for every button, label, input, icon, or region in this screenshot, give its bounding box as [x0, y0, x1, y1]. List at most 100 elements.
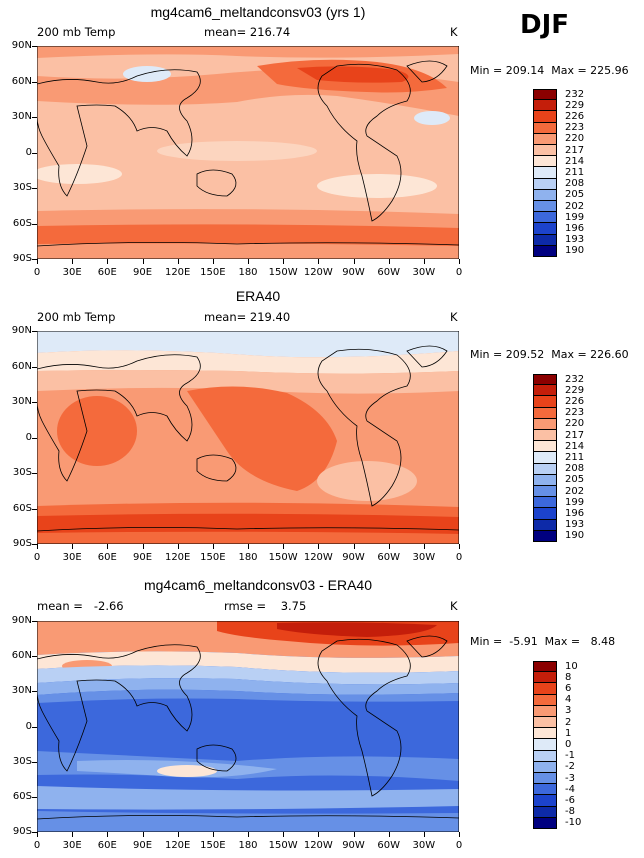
panel-3-xtick: 60E — [97, 840, 117, 851]
panel-2-xtick: 180 — [238, 552, 258, 563]
colorbar-swatch — [533, 396, 557, 408]
panel-2-xtick-mark — [318, 544, 320, 549]
panel-2-colorbar — [533, 374, 557, 542]
panel-2-ytick-mark — [32, 473, 37, 474]
panel-2-xtick-mark — [353, 544, 355, 549]
colorbar-swatch — [533, 661, 557, 673]
panel-2-ytick: 60S — [12, 502, 32, 514]
colorbar-level-label: -10 — [565, 817, 582, 829]
panel-1-ytick-mark — [32, 223, 37, 225]
panel-2-xtick: 120W — [303, 552, 333, 563]
colorbar-level-label: 8 — [565, 671, 572, 683]
panel-2-ytick-mark — [32, 508, 37, 510]
panel-1-xtick: 120E — [164, 267, 191, 278]
colorbar-level-label: 193 — [565, 519, 585, 531]
colorbar-level-label: 220 — [565, 418, 585, 430]
panel-3-pale-blue-band — [37, 665, 459, 685]
panel-3-xtick: 90W — [342, 840, 365, 851]
panel-1-xtick: 60E — [97, 267, 117, 278]
colorbar-level-label: 214 — [565, 440, 585, 452]
colorbar-level-label: 223 — [565, 122, 585, 134]
panel-3-xtick: 0 — [33, 840, 41, 851]
panel-1-xtick: 150E — [200, 267, 226, 278]
panel-1-ytick: 60N — [11, 75, 32, 87]
panel-1-xtick-mark — [142, 259, 144, 264]
panel-1-ytick-mark — [32, 46, 37, 47]
panel-3-xtick: 60W — [377, 840, 400, 851]
colorbar-swatch — [533, 497, 557, 509]
panel-1-xtick: 90W — [342, 267, 365, 278]
colorbar-swatch — [533, 452, 557, 464]
panel-2-ytick: 30N — [11, 396, 32, 407]
colorbar-swatch — [533, 508, 557, 520]
colorbar-swatch — [533, 374, 557, 386]
panel-2-xtick: 150E — [200, 552, 226, 563]
panel-2-left-label: 200 mb Temp — [37, 310, 116, 324]
panel-2-xtick: 30W — [412, 552, 436, 563]
panel-2-xtick-mark — [37, 544, 38, 549]
panel-1-colorbar-labels: 232 229 226 223 220 217 214 211 208 205 202 199 196 1… — [0, 89, 644, 257]
panel-1-xtick-mark — [459, 259, 460, 264]
panel-3-arctic-deep — [277, 622, 437, 637]
panel-2-ytick-mark — [32, 402, 37, 403]
colorbar-swatch — [533, 407, 557, 419]
colorbar-level-label: -2 — [565, 761, 575, 773]
panel-2-xtick: 120E — [164, 552, 191, 563]
colorbar-level-label: 10 — [565, 660, 578, 672]
colorbar-level-label: 4 — [565, 694, 572, 706]
panel-3-ytick: 90N — [11, 615, 32, 626]
panel-1-xtick-mark — [107, 259, 109, 264]
panel-1-left-label: 200 mb Temp — [37, 25, 116, 39]
panel-1-xtick-mark — [388, 259, 390, 264]
colorbar-swatch — [533, 189, 557, 201]
colorbar-swatch — [533, 672, 557, 684]
panel-3-mid-blue-band — [37, 689, 459, 703]
panel-2-xtick-mark — [177, 544, 179, 549]
panel-2-ytick: 0 — [25, 431, 32, 443]
panel-1-xtick-mark — [212, 259, 214, 264]
panel-3-xtick-mark — [212, 832, 214, 837]
panel-3-coastlines — [37, 635, 459, 820]
panel-2-xtick-mark — [142, 544, 144, 549]
colorbar-outline — [533, 89, 557, 257]
colorbar-level-label: 1 — [565, 727, 572, 739]
panel-1-ytick: 0 — [25, 146, 32, 158]
panel-1-coastlines — [37, 60, 459, 247]
panel-3-south-band-3 — [37, 786, 459, 810]
colorbar-level-label: 196 — [565, 508, 585, 519]
panel-1-ytick: 30N — [11, 111, 32, 122]
colorbar-swatch — [533, 761, 557, 773]
panel-3-ytick-mark — [32, 761, 37, 763]
panel-2-xtick: 90E — [132, 552, 153, 563]
panel-3-xtick-mark — [142, 832, 144, 837]
panel-3-xtick-mark — [72, 832, 74, 837]
panel-1-xtick: 120W — [303, 267, 333, 278]
panel-3-xtick-mark — [37, 832, 38, 837]
colorbar-swatch — [533, 474, 557, 486]
panel-3-ytick: 30S — [12, 755, 32, 767]
colorbar-swatch — [533, 430, 557, 442]
colorbar-level-label: 229 — [565, 384, 585, 396]
panel-1-ytick: 90S — [12, 253, 32, 264]
panel-1-ytick-mark — [32, 81, 37, 83]
panel-3-xtick: 90E — [132, 840, 153, 851]
panel-3-xtick-mark — [283, 832, 285, 837]
panel-1-unit: K — [450, 25, 458, 39]
panel-1-xtick: 150W — [268, 267, 298, 278]
panel-2-xtick-mark — [388, 544, 390, 549]
panel-2-ytick: 60N — [11, 360, 32, 372]
colorbar-level-label: -3 — [565, 772, 575, 784]
panel-3-minmax: Min = -5.91 Max = 8.48 — [470, 635, 616, 648]
panel-3-xtick-mark — [423, 832, 425, 837]
panel-3-ytick-mark — [32, 726, 37, 728]
panel-1-xtick-mark — [353, 259, 355, 264]
colorbar-swatch — [533, 750, 557, 762]
panel-2-colorbar-labels: 232 229 226 223 220 217 214 211 208 205 202 199 196 1… — [0, 374, 644, 542]
colorbar-level-label: -1 — [565, 750, 575, 762]
colorbar-swatch — [533, 111, 557, 123]
panel-1-xtick: 90E — [132, 267, 153, 278]
panel-1-xtick: 30E — [62, 267, 82, 278]
panel-2-xtick-mark — [248, 544, 249, 549]
colorbar-swatch — [533, 717, 557, 729]
panel-3-xtick-mark — [318, 832, 320, 837]
